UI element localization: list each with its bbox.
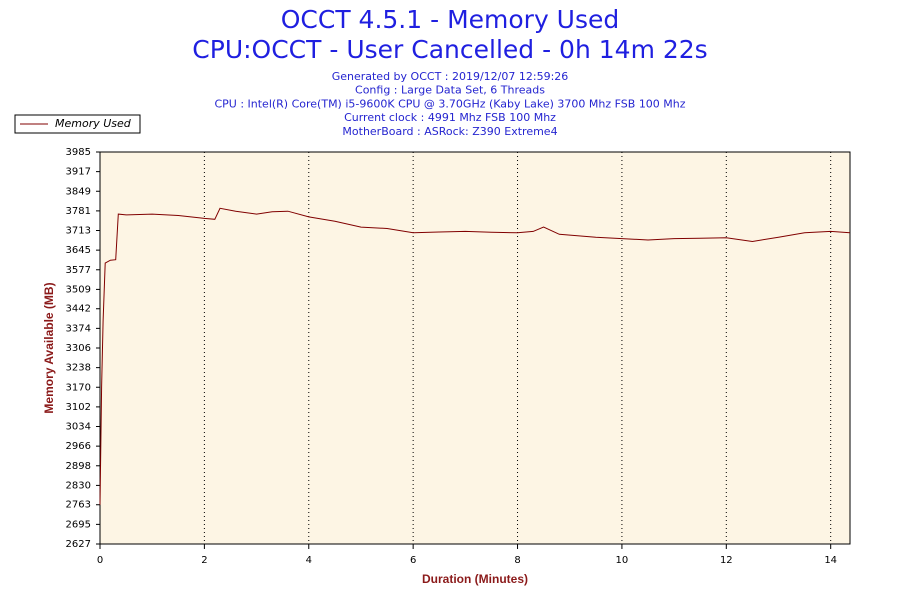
y-tick-label: 2627 (66, 539, 91, 550)
x-tick-label: 4 (306, 555, 312, 566)
y-tick-label: 3306 (66, 343, 91, 354)
y-tick-label: 3102 (66, 402, 91, 413)
y-tick-label: 3645 (66, 245, 91, 256)
y-tick-label: 3170 (66, 382, 91, 393)
info-line: Generated by OCCT : 2019/12/07 12:59:26 (332, 70, 569, 83)
chart-subtitle: CPU:OCCT - User Cancelled - 0h 14m 22s (192, 35, 707, 64)
x-tick-label: 12 (720, 555, 733, 566)
y-tick-label: 3713 (66, 226, 91, 237)
x-tick-label: 6 (410, 555, 416, 566)
y-tick-label: 2966 (66, 441, 91, 452)
y-tick-label: 2763 (66, 500, 91, 511)
x-tick-label: 2 (201, 555, 207, 566)
plot-area (99, 151, 851, 545)
info-line: Current clock : 4991 Mhz FSB 100 Mhz (344, 111, 556, 124)
y-tick-label: 3985 (66, 147, 91, 158)
y-tick-label: 3442 (66, 304, 91, 315)
info-line: Config : Large Data Set, 6 Threads (355, 84, 545, 97)
info-line: MotherBoard : ASRock: Z390 Extreme4 (342, 125, 557, 138)
y-tick-label: 3849 (66, 186, 91, 197)
x-tick-label: 14 (824, 555, 837, 566)
y-tick-label: 3577 (66, 265, 91, 276)
x-tick-label: 8 (514, 555, 520, 566)
y-tick-label: 3034 (66, 422, 91, 433)
y-tick-label: 2898 (66, 461, 91, 472)
data-line (99, 207, 851, 505)
legend (14, 114, 141, 134)
info-line: CPU : Intel(R) Core(TM) i5-9600K CPU @ 3… (214, 97, 685, 110)
x-tick-label: 0 (97, 555, 103, 566)
y-axis-label: Memory Available (MB) (42, 282, 56, 413)
y-tick-label: 3917 (66, 167, 91, 178)
x-tick-label: 10 (616, 555, 629, 566)
x-axis-label: Duration (Minutes) (422, 572, 528, 586)
y-tick-label: 3781 (66, 206, 91, 217)
y-tick-label: 3238 (66, 363, 91, 374)
legend-label: Memory Used (55, 117, 132, 130)
chart-title: OCCT 4.5.1 - Memory Used (281, 5, 620, 34)
y-tick-label: 2830 (66, 480, 91, 491)
y-tick-label: 3509 (66, 284, 91, 295)
y-tick-label: 3374 (66, 323, 91, 334)
y-tick-label: 2695 (66, 519, 91, 530)
